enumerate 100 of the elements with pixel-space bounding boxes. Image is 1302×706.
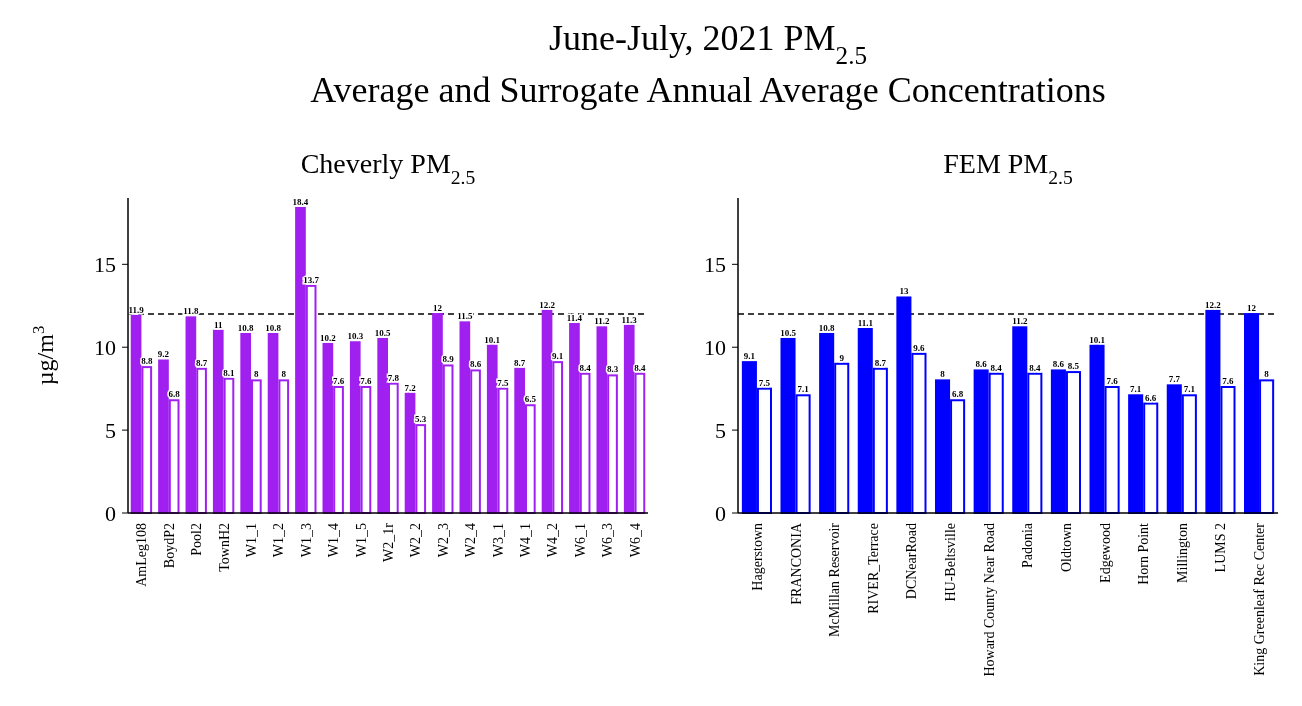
data-label: 5.3	[415, 414, 427, 425]
x-tick-label: King Greenleaf Rec Center	[1252, 522, 1268, 676]
x-tick-label: LUMS 2	[1213, 523, 1229, 573]
data-label: 8	[254, 369, 260, 380]
data-label: 10.3	[347, 331, 364, 342]
data-label: 8.4	[990, 362, 1003, 373]
x-tick-label: Oldtown	[1058, 523, 1074, 572]
x-tick-label: Padonia	[1020, 522, 1036, 569]
data-label: 8.7	[874, 357, 887, 368]
data-label: 8.6	[975, 359, 988, 370]
data-label: 8.6	[469, 359, 482, 370]
data-label: 11.4	[566, 313, 583, 323]
x-tick-label: McMillan Reservoir	[827, 522, 843, 637]
data-label: 6.5	[524, 394, 537, 405]
data-label: 7.1	[1183, 384, 1196, 395]
x-tick-label: FRANCONIA	[788, 522, 804, 605]
data-label: 8.5	[1067, 361, 1080, 372]
data-label: 11.2	[594, 316, 610, 327]
data-label: 7.5	[497, 377, 510, 388]
data-label: 7.6	[1222, 376, 1235, 386]
data-label: 10.5	[780, 327, 797, 338]
x-tick-label: W2_1r	[381, 522, 396, 562]
data-label: 6.6	[1145, 392, 1157, 403]
x-tick-label: W2_2	[408, 523, 424, 558]
data-label: 8.7	[195, 357, 208, 368]
data-label: 12	[1247, 303, 1257, 314]
data-label: 7.7	[1168, 374, 1181, 385]
x-tick-label: W1_5	[353, 523, 369, 558]
x-tick-label: W4_1	[517, 523, 533, 558]
data-label: 9	[839, 352, 845, 363]
x-tick-label: W2_3	[435, 523, 451, 558]
data-label: 10.5	[374, 327, 392, 338]
x-tick-label: W6_3	[600, 523, 616, 558]
x-tick-label: AmLeg108	[134, 523, 150, 587]
x-tick-label: Howard County Near Road	[981, 523, 997, 677]
x-tick-label: Horn Point	[1136, 522, 1152, 585]
y-tick-label: 0	[105, 500, 116, 526]
data-label: 11.1	[857, 317, 874, 328]
data-label: 7.8	[387, 372, 400, 383]
data-label: 7.6	[1106, 376, 1119, 386]
data-label: 8.7	[514, 357, 526, 368]
data-label: 9.1	[743, 351, 756, 362]
y-tick-label: 15	[94, 252, 116, 278]
data-label: 11.8	[183, 306, 199, 317]
x-tick-label: BoydP2	[161, 523, 177, 569]
data-label: 10.8	[237, 322, 255, 333]
data-label: 18.4	[292, 196, 309, 207]
data-label: 8	[281, 369, 287, 380]
x-tick-label: Pool2	[189, 523, 205, 556]
x-tick-label: W2_4	[463, 523, 479, 558]
data-label: 12.2	[539, 299, 556, 310]
data-label: 8.9	[442, 354, 455, 365]
data-label: 10.8	[265, 322, 282, 333]
data-label: 8.6	[1052, 359, 1065, 370]
data-label: 9.1	[552, 351, 564, 362]
data-label: 8.1	[223, 367, 236, 378]
data-label: 11.9	[128, 304, 145, 315]
data-label: 8.3	[606, 364, 619, 375]
y-tick-label: 10	[94, 334, 116, 360]
data-label: 8	[940, 369, 946, 380]
data-label: 10.2	[319, 332, 337, 343]
y-tick-label: 5	[105, 417, 116, 443]
data-label: 7.5	[758, 377, 771, 388]
data-label: 11	[214, 319, 224, 330]
data-label: 11.2	[1012, 316, 1028, 327]
x-tick-label: Edgewood	[1097, 523, 1113, 583]
data-label: 9.2	[157, 349, 170, 360]
y-tick-label: 0	[715, 500, 726, 526]
data-label: 8.4	[579, 362, 592, 373]
chart-title: June-July, 2021 PM$_{2.5}$ Average and Surrogate Annual Average Concentrations	[310, 18, 1106, 110]
data-label: 6.8	[168, 389, 181, 400]
data-label: 9.6	[913, 342, 926, 353]
data-label: 8.4	[1029, 362, 1041, 373]
x-tick-label: DCNearRoad	[904, 523, 920, 600]
x-tick-label: W4_2	[545, 523, 561, 558]
y-tick-label: 5	[715, 417, 726, 443]
data-label: 10.1	[484, 334, 501, 345]
x-tick-label: Millington	[1174, 523, 1190, 583]
chart-subtitle: Cheverly PM$_{2.5}$	[300, 148, 476, 188]
data-label: 12	[432, 303, 443, 314]
data-label: 10.1	[1089, 334, 1106, 345]
data-label: 8	[1264, 369, 1270, 380]
x-tick-label: W1_3	[298, 523, 314, 558]
x-tick-label: W1_4	[326, 523, 342, 558]
data-label: 10.8	[818, 322, 836, 333]
data-label: 7.1	[1130, 384, 1142, 395]
x-tick-label: W1_2	[271, 523, 287, 558]
data-label: 8.4	[634, 362, 647, 373]
data-label: 8.8	[141, 356, 153, 367]
data-label: 13	[899, 286, 909, 297]
x-tick-label: W3_1	[490, 523, 506, 558]
data-label: 7.6	[360, 376, 373, 386]
data-label: 7.1	[797, 384, 810, 395]
data-label: 6.8	[951, 389, 964, 400]
x-tick-label: HU-Beltsville	[943, 523, 959, 602]
x-tick-label: W6_4	[627, 523, 643, 558]
chart-subtitle: FEM PM$_{2.5}$	[943, 148, 1073, 188]
y-tick-label: 10	[704, 334, 726, 360]
y-tick-label: 15	[704, 252, 726, 278]
x-tick-label: W1_1	[244, 523, 260, 558]
